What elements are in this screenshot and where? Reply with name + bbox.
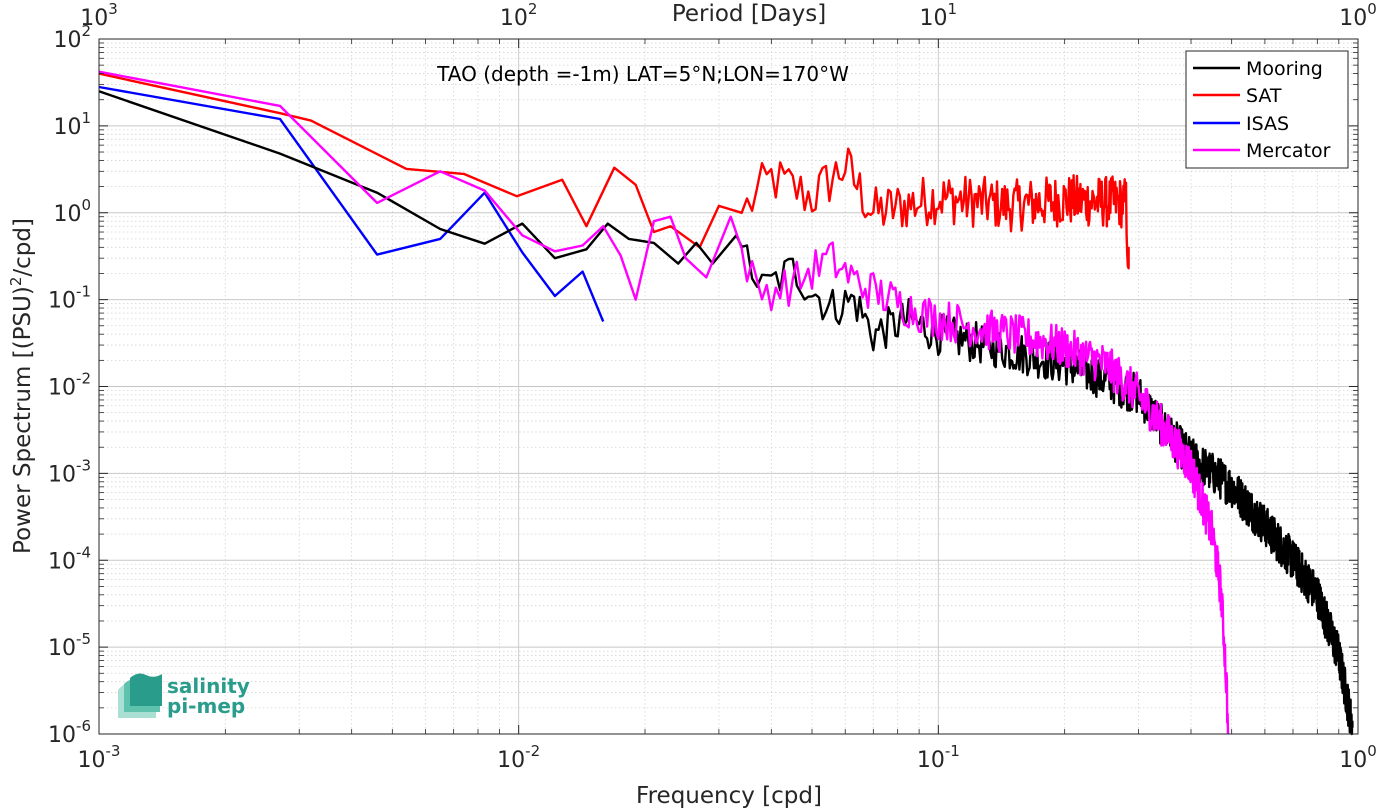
series-line-sat	[98, 72, 1130, 270]
y-tick-label: 102	[53, 22, 91, 53]
y-axis-title-tail: /cpd]	[10, 218, 36, 277]
y-tick-label: 10-4	[48, 543, 91, 574]
legend-box	[1185, 50, 1349, 169]
logo-text-line2: pi-mep	[167, 694, 245, 718]
legend: Mooring SAT ISAS Mercator	[1185, 50, 1349, 169]
top-tick-label: 103	[80, 0, 118, 31]
y-tick-label: 100	[53, 196, 91, 227]
logo-waves-icon	[118, 673, 162, 718]
y-tick-label: 10-3	[48, 456, 91, 487]
series-line-isas	[98, 85, 605, 322]
tick-marks	[98, 38, 1359, 735]
y-axis-title-main: Power Spectrum [(PSU)	[10, 286, 36, 554]
y-tick-label: 10-6	[48, 717, 91, 748]
x-axis-title: Frequency [cpd]	[636, 783, 822, 809]
chart-title: TAO (depth =-1m) LAT=5°N;LON=170°W	[436, 62, 849, 86]
top-tick-label: 101	[920, 0, 958, 31]
legend-label-mercator: Mercator	[1246, 140, 1331, 162]
x-tick-label: 10-2	[497, 742, 540, 773]
top-tick-label: 100	[1339, 0, 1377, 31]
top-axis-title: Period [Days]	[672, 1, 826, 27]
salinity-pi-mep-logo: salinity pi-mep	[118, 673, 250, 718]
x-tick-label: 100	[1339, 742, 1377, 773]
series-layer	[98, 70, 1354, 736]
x-tick-label: 10-3	[78, 742, 121, 773]
logo-text-line1: salinity	[167, 674, 250, 698]
y-tick-label: 10-2	[48, 370, 91, 401]
series-line-mercator	[98, 70, 1230, 735]
y-tick-label: 10-1	[48, 283, 91, 314]
y-axis-title-sup: 2	[7, 277, 25, 287]
y-tick-label: 10-5	[48, 630, 91, 661]
y-tick-label: 101	[53, 109, 91, 140]
legend-label-mooring: Mooring	[1246, 58, 1323, 80]
legend-label-sat: SAT	[1246, 85, 1282, 107]
y-axis-title: Power Spectrum [(PSU)2/cpd]	[7, 218, 36, 554]
series-line-mooring	[98, 90, 1354, 736]
legend-label-isas: ISAS	[1246, 113, 1289, 135]
top-tick-label: 102	[500, 0, 538, 31]
x-tick-label: 10-1	[917, 742, 960, 773]
